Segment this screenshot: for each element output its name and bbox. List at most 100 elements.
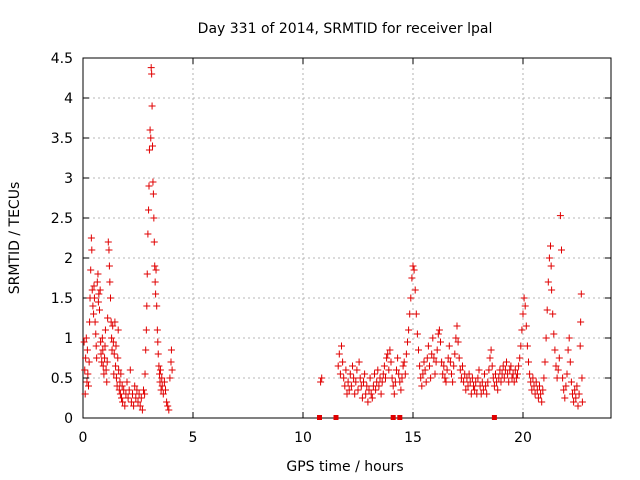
data-point: [400, 358, 408, 366]
data-point: [435, 326, 443, 334]
data-point: [97, 338, 105, 346]
data-point: [98, 334, 106, 342]
data-point: [474, 374, 482, 382]
data-point: [363, 382, 371, 390]
data-point: [99, 346, 107, 354]
data-point: [487, 346, 495, 354]
data-point: [167, 346, 175, 354]
data-point: [97, 350, 105, 358]
data-point: [109, 322, 117, 330]
data-point: [85, 382, 92, 390]
data-point: [455, 354, 463, 362]
x-tick-label: 15: [404, 430, 422, 446]
data-point: [80, 338, 88, 346]
data-point: [393, 366, 400, 374]
data-point: [104, 314, 112, 322]
data-point: [419, 370, 427, 378]
data-point: [399, 362, 407, 370]
data-point: [154, 350, 162, 358]
data-point: [507, 362, 515, 370]
data-point: [556, 212, 564, 220]
data-point: [541, 358, 549, 366]
data-point: [126, 366, 134, 374]
data-point: [94, 270, 102, 278]
data-point: [441, 374, 449, 382]
data-point: [453, 322, 461, 330]
data-point: [552, 362, 560, 370]
data-point: [102, 366, 110, 374]
data-point: [92, 342, 100, 350]
data-point: [570, 398, 578, 406]
data-point: [351, 390, 359, 398]
data-point: [122, 390, 130, 398]
data-point: [160, 378, 168, 386]
data-point: [129, 390, 136, 398]
x-axis-label: GPS time / hours: [286, 459, 403, 475]
plot-area-frame: [82, 57, 612, 419]
data-point: [494, 386, 502, 394]
data-point: [427, 374, 435, 382]
data-point: [158, 374, 166, 382]
data-point: [571, 386, 579, 394]
data-point: [104, 238, 112, 246]
data-point: [484, 378, 492, 386]
data-point: [430, 354, 438, 362]
data-point: [131, 382, 139, 390]
data-point: [151, 262, 159, 270]
data-point: [562, 382, 570, 390]
data-point: [456, 366, 464, 374]
data-point: [510, 378, 518, 386]
data-point: [142, 326, 150, 334]
data-point: [143, 270, 151, 278]
data-point: [145, 146, 153, 154]
data-point: [164, 402, 172, 410]
data-point: [389, 382, 397, 390]
y-tick-label: 2.5: [51, 211, 73, 227]
y-tick-label: 2: [64, 251, 73, 267]
data-point: [573, 382, 581, 390]
data-point: [522, 322, 530, 330]
data-point: [413, 330, 421, 338]
data-point: [142, 346, 150, 354]
zero-data-point: [390, 415, 396, 420]
data-point: [103, 378, 111, 386]
data-point: [117, 370, 125, 378]
data-point: [445, 342, 453, 350]
y-tick-label: 1.5: [51, 291, 73, 307]
data-point: [121, 402, 129, 410]
data-point: [578, 374, 586, 382]
data-point: [492, 370, 499, 378]
data-point: [93, 278, 101, 286]
data-point: [416, 362, 424, 370]
data-point: [426, 362, 433, 370]
data-point: [433, 346, 441, 354]
data-point: [424, 342, 432, 350]
data-point: [153, 302, 161, 310]
data-point: [536, 382, 543, 390]
data-point: [95, 290, 103, 298]
data-point: [114, 326, 122, 334]
data-point: [460, 378, 468, 386]
data-point: [343, 390, 351, 398]
data-point: [465, 370, 473, 378]
data-point: [578, 398, 586, 406]
data-point: [385, 366, 393, 374]
data-point: [168, 366, 176, 374]
data-point: [358, 394, 366, 402]
data-point: [380, 362, 388, 370]
zero-data-point: [317, 415, 322, 420]
y-tick-label: 0: [64, 411, 73, 427]
data-point: [517, 342, 525, 350]
data-point: [91, 318, 99, 326]
data-point: [514, 370, 521, 378]
data-point: [136, 402, 144, 410]
data-point: [338, 342, 345, 350]
data-point: [402, 350, 410, 358]
data-point: [551, 346, 559, 354]
data-point: [404, 338, 411, 346]
data-point: [145, 206, 153, 214]
data-point: [90, 282, 98, 290]
data-point: [395, 370, 403, 378]
data-point: [140, 386, 147, 394]
